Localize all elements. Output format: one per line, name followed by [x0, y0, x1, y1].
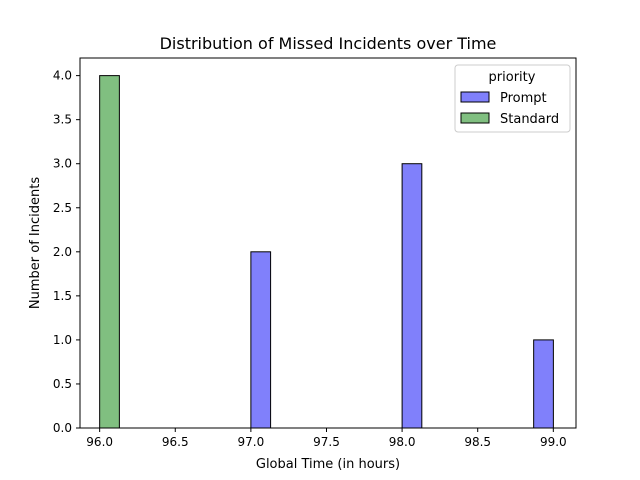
plot-area	[79, 57, 577, 429]
bar-prompt-0	[250, 251, 272, 429]
y-tick-label-8: 4.0	[53, 69, 72, 83]
y-axis-label: Number of Incidents	[28, 177, 43, 309]
y-tick-label-6: 3.0	[53, 157, 72, 171]
legend-title: priority	[489, 70, 536, 85]
y-tick-label-1: 0.5	[53, 377, 72, 391]
y-tick-label-4: 2.0	[53, 245, 72, 259]
x-tick-label-6: 99.0	[540, 435, 567, 449]
legend-swatch-standard	[460, 112, 490, 124]
y-tick-label-7: 3.5	[53, 113, 72, 127]
x-tick-label-3: 97.5	[313, 435, 340, 449]
legend: priority Prompt Standard	[454, 64, 571, 133]
x-tick-label-4: 98.0	[389, 435, 416, 449]
x-tick-label-0: 96.0	[86, 435, 113, 449]
legend-swatch-prompt	[460, 91, 490, 103]
bar-prompt-1	[401, 163, 423, 429]
y-tick-label-0: 0.0	[53, 421, 72, 435]
axes-frame	[79, 57, 577, 429]
x-tick-label-2: 97.0	[238, 435, 265, 449]
y-axis-ticks: 0.0 0.5 1.0 1.5 2.0 2.5 3.0 3.5 4.0	[53, 69, 80, 435]
legend-label-standard: Standard	[500, 112, 559, 127]
y-tick-label-3: 1.5	[53, 289, 72, 303]
y-tick-label-5: 2.5	[53, 201, 72, 215]
legend-entries: Prompt Standard	[460, 91, 559, 127]
bar-prompt-2	[533, 339, 554, 429]
x-axis-label: Global Time (in hours)	[256, 457, 400, 472]
x-tick-label-5: 98.5	[464, 435, 491, 449]
legend-label-prompt: Prompt	[500, 91, 547, 106]
x-axis-ticks: 96.0 96.5 97.0 97.5 98.0 98.5 99.0	[86, 428, 567, 449]
bar-standard-0	[99, 75, 120, 429]
chart-title: Distribution of Missed Incidents over Ti…	[160, 34, 497, 53]
y-tick-label-2: 1.0	[53, 333, 72, 347]
x-tick-label-1: 96.5	[162, 435, 189, 449]
bars-group	[99, 75, 554, 429]
